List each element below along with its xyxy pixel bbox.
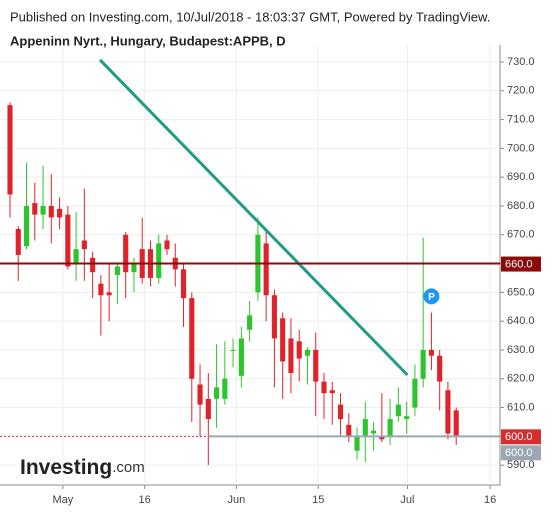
y-tick-label: 590.0 [507,459,535,471]
level-label-box [501,445,541,461]
candle-body [453,410,459,437]
level-label: 660.0 [505,258,533,270]
published-line: Published on Investing.com, 10/Jul/2018 … [10,9,490,24]
candle-body [214,387,220,399]
candle-body [280,318,286,362]
candle-body [205,398,211,420]
x-tick-label: Jun [228,494,246,506]
event-marker [423,288,440,305]
x-tick-label: 15 [312,494,324,506]
y-tick-label: 670.0 [507,229,535,241]
y-tick-label: 620.0 [507,373,535,385]
y-tick-label: 640.0 [507,315,535,327]
candle-body [437,355,443,382]
candle-body [15,229,21,255]
candle-body [329,390,335,394]
candle-body [180,269,187,299]
y-tick-label: 700.0 [507,142,535,154]
candle-body [48,205,54,218]
candle-body [337,404,344,420]
level-label: 600.0 [505,447,533,459]
y-tick-label: 690.0 [507,171,535,183]
level-label: 600.0 [505,431,533,443]
x-tick-label: 16 [139,494,151,506]
y-tick-label: 610.0 [507,401,535,413]
candle-body [296,341,302,359]
y-tick-label: 730.0 [507,56,535,68]
candle-body [354,436,360,451]
candle-body [40,205,46,215]
level-label-box [501,256,541,272]
y-tick-label: 720.0 [507,85,535,97]
candle-body [7,105,13,195]
candle-body [65,214,71,267]
candle-body [321,381,327,394]
candle-body [412,378,418,408]
logo: Investing.com [20,456,145,479]
candle-body [271,295,277,339]
y-tick-label: 630.0 [507,344,535,356]
x-tick-label: 16 [484,494,496,506]
y-tick-label: 650.0 [507,286,535,298]
candle-body [379,436,385,440]
candle-body [238,338,244,376]
candle-body [387,419,393,437]
candle-body [445,390,451,434]
candle-body [90,257,96,273]
candle-body [420,349,426,379]
candle-body [428,349,434,356]
candle-body [247,315,253,330]
candle-body [304,349,311,356]
symbol-title: Appeninn Nyrt., Hungary, Budapest:APPB, … [10,33,286,48]
candle-body [23,205,30,247]
level-label-box [501,429,541,445]
x-tick-label: May [52,494,73,506]
candle-body [57,208,63,218]
candle-body [371,430,377,434]
candle-body [123,234,129,273]
y-tick-label: 680.0 [507,200,535,212]
candle-body [156,243,162,278]
candle-body [362,419,368,437]
candle-body [395,404,401,417]
candle-body [346,424,352,437]
trend-line [98,58,409,377]
candle-body [230,349,236,351]
candle-body [73,249,79,264]
candle-body [189,298,195,379]
candle-body [404,416,410,420]
candle-body [32,203,38,215]
y-tick-label: 710.0 [507,113,535,125]
candle-body [98,283,104,296]
candle-body [164,240,170,250]
event-marker-label: P [428,292,435,303]
candle-body [288,338,294,373]
candle-body [197,384,203,405]
candle-body [313,349,319,382]
x-tick-label: Jul [400,494,414,506]
candle-body [263,243,269,296]
candle-body [131,263,137,273]
candle-body [114,266,120,276]
candle-body [81,240,87,250]
candle-body [106,292,112,296]
candle-body [222,378,228,399]
